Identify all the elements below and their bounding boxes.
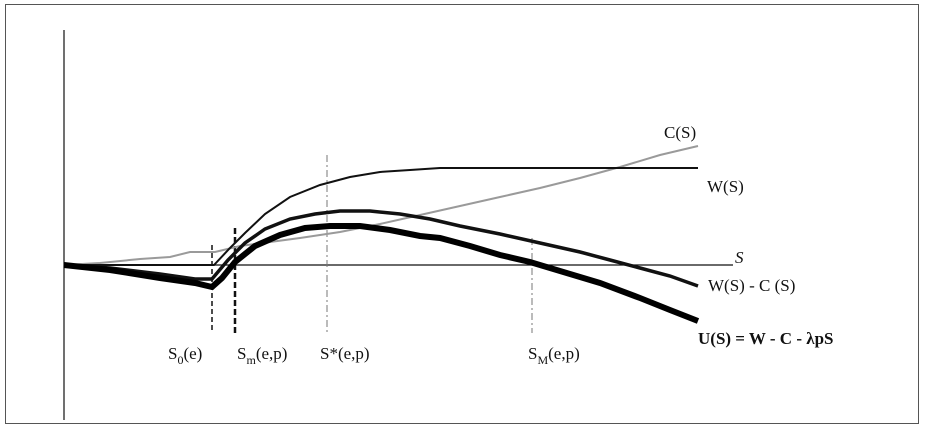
marker-sstar-main: S* bbox=[320, 344, 338, 363]
marker-sM-main: S bbox=[528, 344, 537, 363]
marker-sstar-tail: (e,p) bbox=[338, 344, 370, 363]
utility-label-tail: λpS bbox=[806, 329, 833, 348]
benefit-curve-label: W(S) bbox=[707, 177, 744, 196]
figure-frame bbox=[5, 4, 919, 424]
net-curve-label: W(S) - C (S) bbox=[708, 276, 795, 295]
utility-curve-label: U(S) = W - C - λpS bbox=[698, 329, 834, 348]
marker-label-sm: Sm(e,p) bbox=[237, 344, 287, 367]
marker-label-sM: SM(e,p) bbox=[528, 344, 580, 367]
x-axis-label: S bbox=[735, 248, 744, 267]
benefit-curve bbox=[64, 167, 698, 266]
net-curve bbox=[63, 209, 699, 288]
marker-sM-sub: M bbox=[537, 353, 548, 367]
marker-s0-main: S bbox=[168, 344, 177, 363]
marker-label-sstar: S*(e,p) bbox=[320, 344, 370, 363]
marker-label-s0: S0(e) bbox=[168, 344, 202, 367]
marker-s0-tail: (e) bbox=[183, 344, 202, 363]
utility-label-main: U(S) = W - C - bbox=[698, 329, 806, 348]
marker-sm-sub: m bbox=[246, 353, 256, 367]
marker-s0-sub: 0 bbox=[177, 353, 183, 367]
marker-sm-main: S bbox=[237, 344, 246, 363]
marker-sM-tail: (e,p) bbox=[548, 344, 580, 363]
cost-curve bbox=[63, 145, 699, 266]
cost-curve-label: C(S) bbox=[664, 123, 696, 142]
marker-sm-tail: (e,p) bbox=[256, 344, 288, 363]
utility-curve bbox=[63, 223, 700, 324]
